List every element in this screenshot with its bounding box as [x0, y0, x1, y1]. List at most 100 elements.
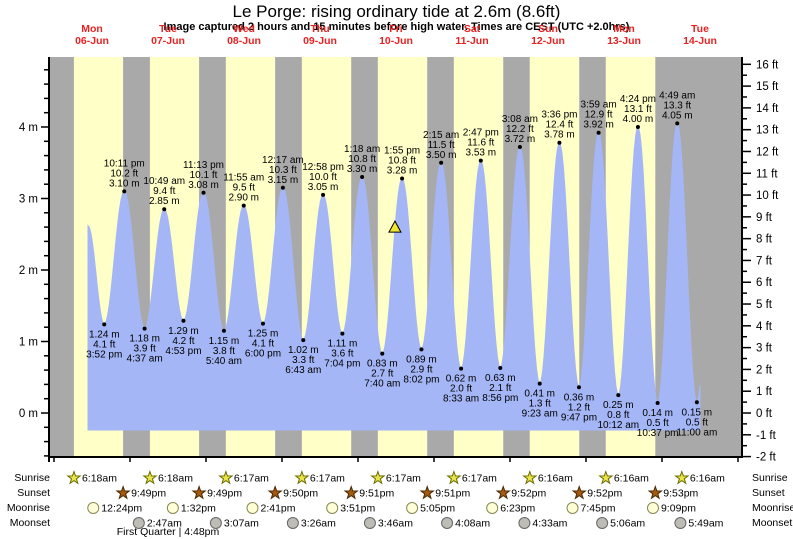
- high-tide-ft-label: 9.4 ft: [153, 186, 175, 197]
- low-tide-dot: [694, 400, 699, 405]
- low-tide-time-label: 9:47 pm: [561, 412, 597, 423]
- sunrise-star-icon: [294, 469, 310, 485]
- sunrise-star-icon: [674, 469, 690, 485]
- low-tide-dot: [576, 385, 581, 390]
- moonset-circle-icon: [132, 517, 145, 529]
- low-tide-dot: [301, 338, 306, 343]
- sunrise-time: 6:16am: [538, 473, 573, 485]
- low-tide-ft-label: 2.7 ft: [371, 369, 393, 380]
- moonset-time: 5:06am: [610, 518, 645, 530]
- day-name: Wed: [233, 23, 255, 35]
- high-tide-time-label: 11:55 am: [223, 173, 264, 184]
- high-tide-dot: [321, 192, 326, 197]
- low-tide-ft-label: 2.0 ft: [450, 384, 472, 395]
- high-tide-time-label: 4:24 pm: [620, 94, 656, 105]
- day-date: 12-Jun: [531, 35, 565, 47]
- moonset-circle-icon: [596, 517, 609, 529]
- high-tide-ft-label: 9.5 ft: [233, 183, 255, 194]
- low-tide-m-label: 1.24 m: [89, 329, 120, 340]
- moonrise-time: 6:23pm: [500, 503, 535, 515]
- right-axis-tick-label: 8 ft: [756, 234, 773, 246]
- high-tide-time-label: 2:15 am: [423, 130, 459, 141]
- current-tide-marker-icon: [388, 220, 402, 233]
- day-date: 10-Jun: [379, 35, 413, 47]
- right-axis-tick-label: 9 ft: [756, 212, 773, 224]
- low-tide-time-label: 10:37 pm: [637, 428, 679, 439]
- day-date: 11-Jun: [455, 35, 489, 47]
- sunset-time: 9:49pm: [207, 488, 242, 500]
- moonset-time: 3:26am: [301, 518, 336, 530]
- low-tide-time-label: 7:40 am: [364, 379, 400, 390]
- left-axis-tick-label: 0 m: [19, 408, 38, 420]
- moonset-time: 4:33am: [532, 518, 567, 530]
- row-label-moonrise-left: Moonrise: [6, 502, 50, 514]
- high-tide-ft-label: 10.2 ft: [110, 168, 138, 179]
- low-tide-dot: [102, 322, 107, 327]
- low-tide-ft-label: 2.1 ft: [489, 383, 511, 394]
- low-tide-ft-label: 4.1 ft: [93, 339, 115, 350]
- row-label-sunset-left: Sunset: [17, 487, 50, 499]
- low-tide-m-label: 0.83 m: [367, 359, 398, 370]
- right-axis-tick-label: 0 ft: [756, 408, 773, 420]
- high-tide-m-label: 2.90 m: [228, 193, 259, 204]
- moonrise-time: 7:45pm: [581, 503, 616, 515]
- high-tide-m-label: 3.08 m: [188, 180, 219, 191]
- high-tide-dot: [280, 185, 285, 190]
- moonrise-circle-icon: [326, 502, 339, 514]
- low-tide-time-label: 6:00 pm: [245, 349, 281, 360]
- day-label: Sat 11-Jun: [455, 23, 488, 47]
- moonset-time: 4:08am: [455, 518, 490, 530]
- high-tide-ft-label: 13.3 ft: [663, 100, 691, 111]
- right-axis-tick-label: 4 ft: [756, 321, 773, 333]
- moonset-circle-icon: [441, 517, 454, 529]
- high-tide-m-label: 3.72 m: [505, 134, 536, 145]
- right-axis-tick-label: 11 ft: [756, 168, 778, 180]
- sunrise-time: 6:18am: [82, 473, 117, 485]
- high-tide-dot: [596, 130, 601, 135]
- sunrise-star-icon: [446, 469, 462, 485]
- low-tide-m-label: 1.25 m: [248, 329, 279, 340]
- sunrise-time: 6:18am: [158, 473, 193, 485]
- day-label: Wed 08-Jun: [227, 23, 261, 47]
- low-tide-time-label: 9:23 am: [522, 409, 558, 420]
- moonset-circle-icon: [363, 517, 376, 529]
- low-tide-ft-label: 3.6 ft: [331, 349, 353, 360]
- high-tide-dot: [400, 176, 405, 181]
- day-name: Sun: [538, 23, 558, 35]
- low-tide-time-label: 8:33 am: [443, 394, 479, 405]
- left-axis-tick-label: 4 m: [19, 122, 38, 134]
- right-axis-tick-label: -1 ft: [756, 430, 777, 442]
- high-tide-dot: [122, 189, 127, 194]
- low-tide-time-label: 6:43 am: [285, 365, 321, 376]
- day-name: Tue: [159, 23, 177, 35]
- day-name: Thu: [310, 23, 330, 35]
- right-axis-tick-label: 12 ft: [756, 146, 779, 158]
- day-date: 08-Jun: [227, 35, 261, 47]
- day-name: Fri: [389, 23, 403, 35]
- moonrise-time: 5:05pm: [420, 503, 455, 515]
- sunset-star-icon: [571, 484, 587, 500]
- right-axis-tick-label: 15 ft: [756, 81, 779, 93]
- low-tide-time-label: 8:56 pm: [482, 393, 518, 404]
- row-label-sunrise-left: Sunrise: [14, 472, 50, 484]
- high-tide-dot: [162, 207, 167, 212]
- day-name: Mon: [613, 23, 635, 35]
- right-axis-tick-label: 5 ft: [756, 299, 773, 311]
- chart-subtitle: Image captured 2 hours and 15 minutes be…: [163, 21, 630, 33]
- low-tide-dot: [261, 321, 265, 326]
- high-tide-time-label: 3:36 pm: [541, 110, 577, 121]
- moonrise-time: 12:24pm: [101, 503, 142, 515]
- high-tide-ft-label: 12.9 ft: [585, 110, 613, 121]
- high-tide-dot: [675, 121, 680, 126]
- high-tide-m-label: 4.00 m: [623, 114, 654, 125]
- moonrise-time: 2:41pm: [260, 503, 295, 515]
- row-label-sunrise-right: Sunrise: [752, 472, 788, 484]
- low-tide-dot: [537, 381, 542, 386]
- moonrise-circle-icon: [646, 502, 659, 514]
- high-tide-dot: [478, 158, 483, 163]
- low-tide-time-label: 3:52 pm: [86, 349, 122, 360]
- low-tide-ft-label: 0.8 ft: [607, 410, 629, 421]
- right-axis-tick-label: 14 ft: [756, 103, 779, 115]
- left-axis-tick-label: 2 m: [19, 265, 38, 277]
- day-label: Thu 09-Jun: [303, 23, 337, 47]
